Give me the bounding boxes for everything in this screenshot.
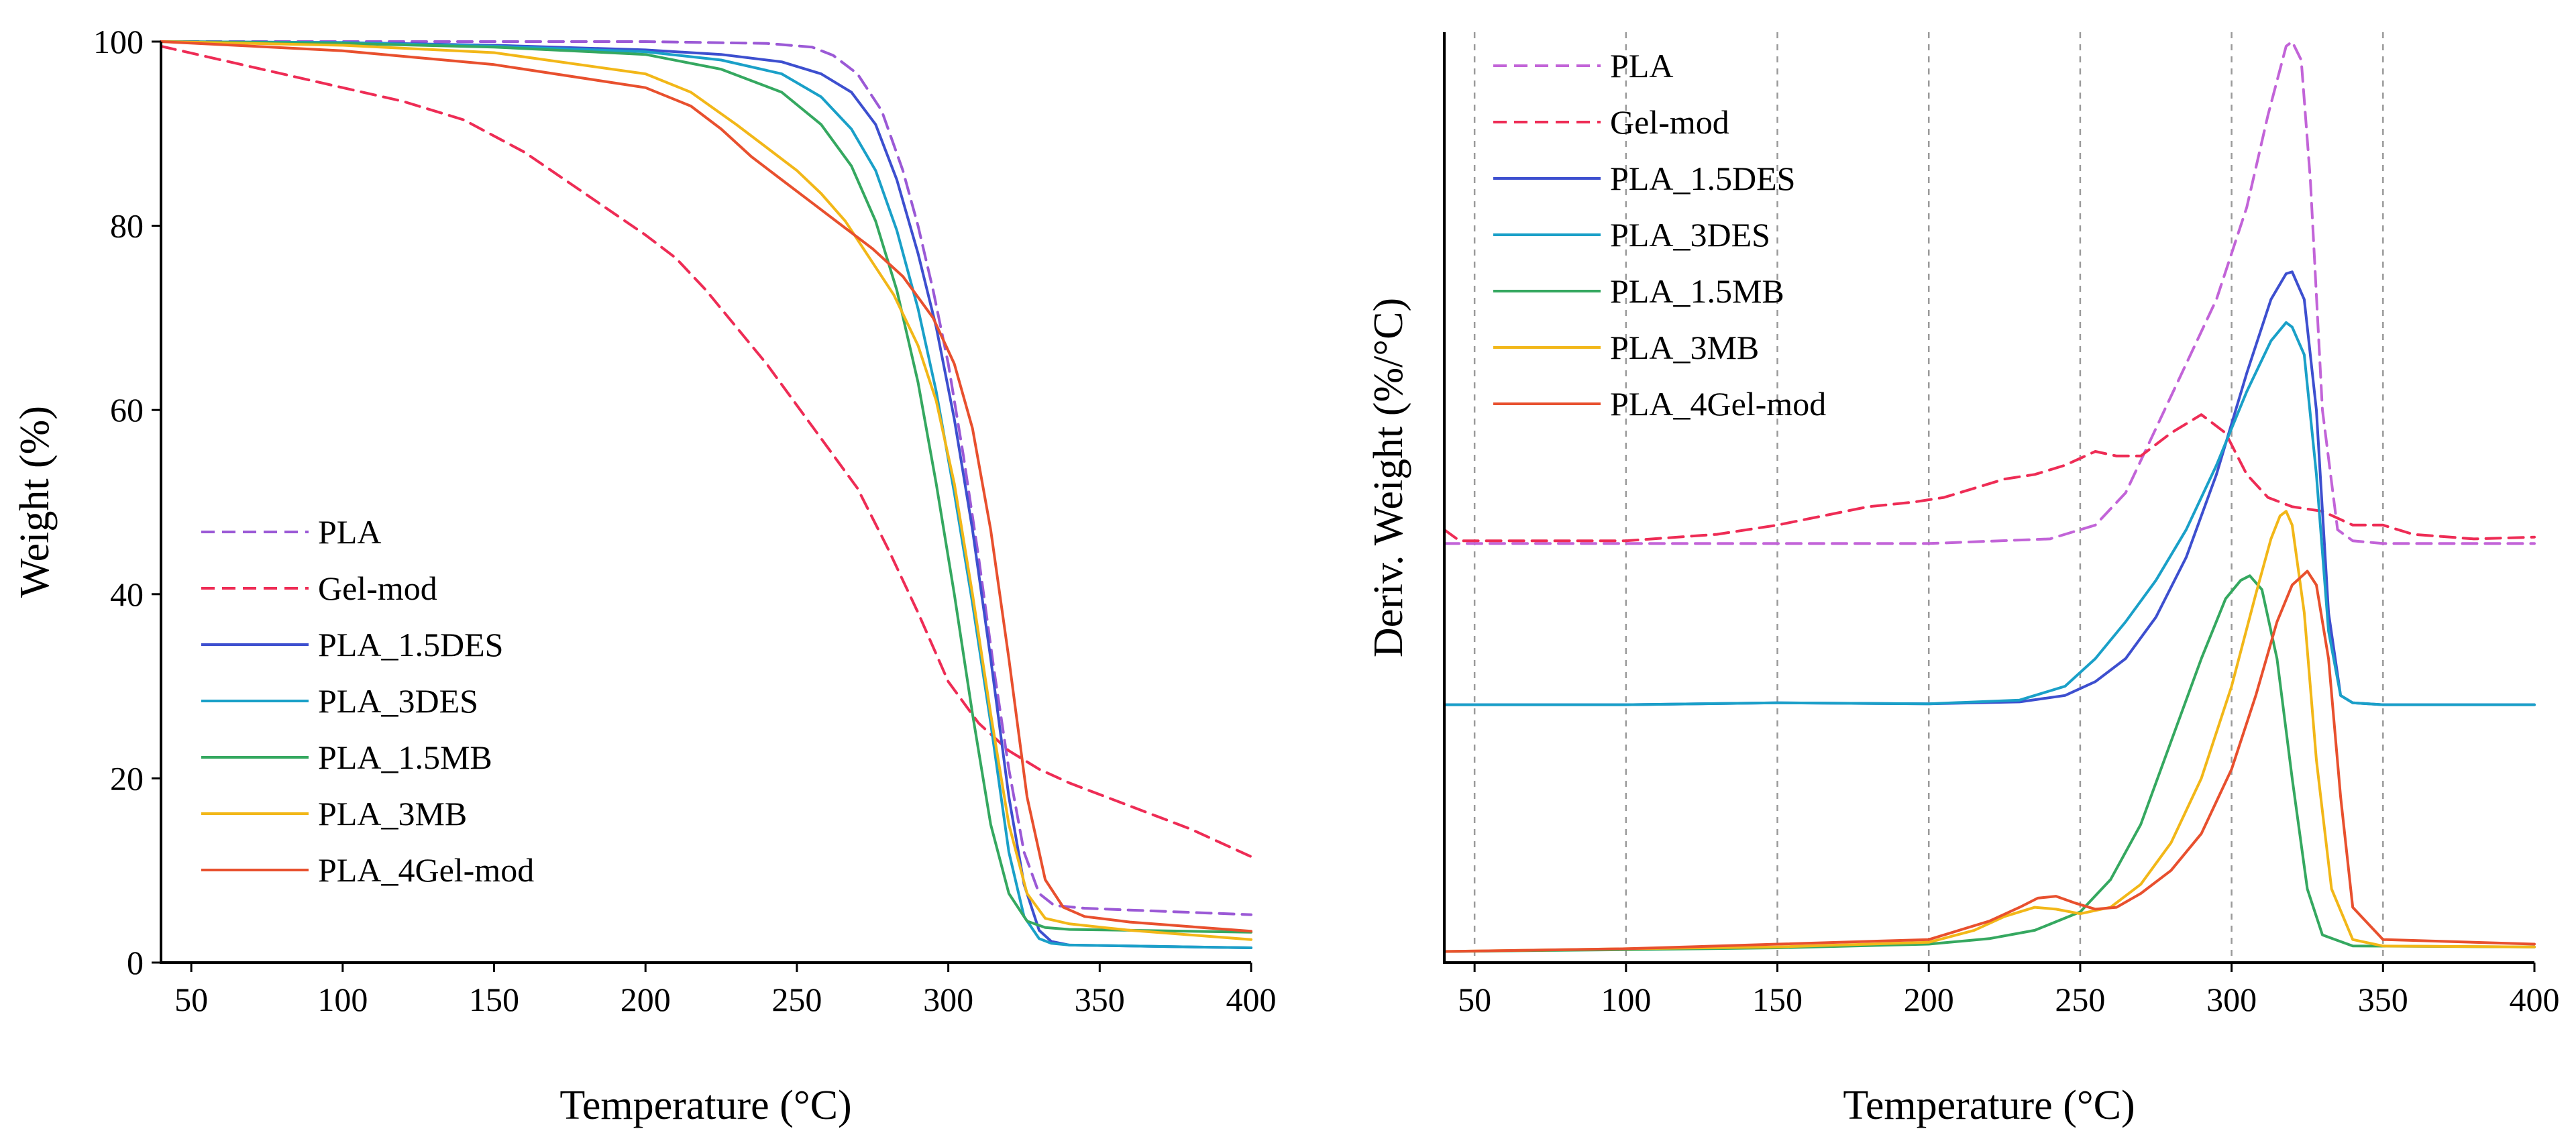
dtg-legend: PLA Gel-mod PLA_1.5DES PLA_3DES PLA_1.5MB PLA… [1493,47,1826,423]
tga-series-pla-4gel-mod [160,40,1252,933]
tga-series-pla [160,40,1252,916]
tga-x-tick-label-250: 250 [771,981,822,1018]
tga-chart: 50 100 150 200 250 300 350 400 0 20 40 60 80 100 Tem… [12,23,1277,1128]
dtg-series-pla-1-5mb [1443,574,2536,953]
tga-x-tick-label-400: 400 [1226,981,1277,1018]
tga-series-pla-1-5mb [160,40,1252,934]
dtg-series-pla-3des [1443,321,2536,706]
tga-legend-label-pla-4gel-mod: PLA_4Gel-mod [318,851,534,889]
dtg-chart: 50 100 150 200 250 300 350 400 Temperature (°C)… [1366,32,2560,1128]
tga-series-gel-mod [160,44,1252,859]
dtg-series-pla [1443,40,2536,545]
tga-series-pla-3mb [160,40,1252,941]
dtg-x-tick-label-200: 200 [1904,981,1954,1018]
tga-series-pla-3des [160,40,1252,949]
tga-legend: PLA Gel-mod PLA_1.5DES PLA_3DES PLA_1.5MB PLA… [201,513,534,889]
tga-y-tick-label-0: 0 [127,944,144,981]
tga-legend-label-pla-1-5mb: PLA_1.5MB [318,739,492,776]
dtg-x-tick-label-300: 300 [2206,981,2257,1018]
dtg-series-gel-mod [1443,413,2536,543]
dtg-x-tick-label-150: 150 [1752,981,1803,1018]
tga-y-ticks: 0 20 40 60 80 100 [93,23,161,981]
tga-legend-label-pla-1-5des: PLA_1.5DES [318,626,503,663]
dtg-series-pla-4gel-mod [1443,569,2536,953]
tga-x-axis-title: Temperature (°C) [559,1083,851,1128]
tga-y-tick-label-40: 40 [110,576,144,613]
tga-y-tick-label-60: 60 [110,391,144,429]
tga-x-ticks: 50 100 150 200 250 300 350 400 [174,963,1277,1018]
dtg-legend-label-pla-1-5des: PLA_1.5DES [1610,160,1795,197]
dtg-series-pla-1-5des [1443,270,2536,706]
dtg-x-tick-label-350: 350 [2358,981,2408,1018]
tga-y-tick-label-80: 80 [110,207,144,245]
dtg-series-group [1443,40,2536,953]
dtg-legend-label-pla-4gel-mod: PLA_4Gel-mod [1610,385,1826,423]
tga-series-pla-1-5des [160,40,1252,949]
tga-y-tick-label-100: 100 [93,23,144,60]
tga-series-group [160,40,1252,949]
dtg-legend-label-pla-3mb: PLA_3MB [1610,329,1759,366]
dtg-x-tick-label-50: 50 [1458,981,1491,1018]
tga-legend-label-pla-3mb: PLA_3MB [318,795,467,832]
tga-legend-label-pla-3des: PLA_3DES [318,682,478,720]
tga-legend-label-gel-mod: Gel-mod [318,569,437,607]
dtg-x-tick-label-250: 250 [2055,981,2105,1018]
dtg-x-ticks: 50 100 150 200 250 300 350 400 [1458,963,2560,1018]
dtg-legend-label-pla: PLA [1610,47,1673,85]
dtg-series-pla-3mb [1443,510,2536,953]
dtg-legend-label-pla-1-5mb: PLA_1.5MB [1610,272,1784,310]
dtg-x-axis-title: Temperature (°C) [1843,1083,2135,1128]
tga-legend-label-pla: PLA [318,513,381,551]
dtg-y-axis-title: Deriv. Weight (%/°C) [1366,298,1411,657]
dtg-legend-label-pla-3des: PLA_3DES [1610,216,1770,254]
dtg-grid [1473,32,2384,963]
tga-y-tick-label-20: 20 [110,759,144,797]
tga-x-tick-label-150: 150 [469,981,519,1018]
dtg-x-tick-label-100: 100 [1601,981,1651,1018]
tga-x-tick-label-350: 350 [1075,981,1125,1018]
tga-x-tick-label-300: 300 [923,981,973,1018]
dtg-legend-label-gel-mod: Gel-mod [1610,103,1729,141]
dtg-axis-frame [1443,32,2534,964]
tga-y-axis-title: Weight (%) [12,406,58,598]
tga-x-tick-label-50: 50 [174,981,208,1018]
tga-x-tick-label-100: 100 [317,981,368,1018]
dtg-x-tick-label-400: 400 [2510,981,2560,1018]
tga-x-tick-label-200: 200 [621,981,671,1018]
